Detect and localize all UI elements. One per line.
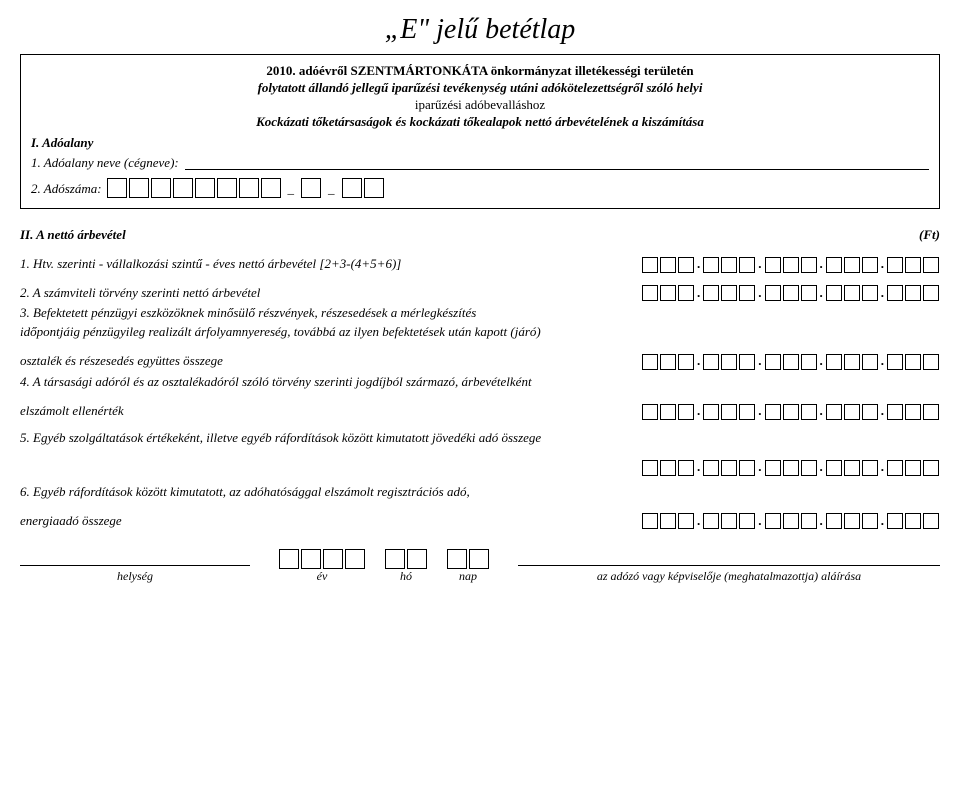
year-label: év <box>278 569 366 585</box>
item-1-row: 1. Htv. szerinti - vállalkozási szintű -… <box>20 256 940 273</box>
tax-number-block-3[interactable] <box>341 178 385 198</box>
signature-label: az adózó vagy képviselője (meghatalmazot… <box>518 569 940 585</box>
item-5-amount[interactable]: .... <box>641 459 940 476</box>
signature-block: az adózó vagy képviselője (meghatalmazot… <box>518 565 940 585</box>
item-3-amount[interactable]: .... <box>641 353 940 370</box>
signature-line[interactable] <box>518 565 940 566</box>
tax-number-label: 2. Adószáma: <box>31 181 102 198</box>
taxpayer-name-input-line[interactable] <box>185 157 929 170</box>
item-3-row: osztalék és részesedés együttes összege … <box>20 353 940 370</box>
item-3-line-b: időpontjáig pénzügyileg realizált árfoly… <box>20 324 940 341</box>
header-line-1: 2010. adóévről SZENTMÁRTONKÁTA önkormány… <box>31 63 929 80</box>
section-1-title: I. Adóalany <box>31 135 929 152</box>
tax-number-block-1[interactable] <box>106 178 282 198</box>
footer-row: helység év hó nap az adózó vagy képvisel… <box>20 549 940 585</box>
tax-number-block-2[interactable] <box>300 178 322 198</box>
dash-1: _ <box>286 181 297 198</box>
year-col: év <box>278 549 366 585</box>
item-1-amount[interactable]: .... <box>641 256 940 273</box>
currency-label: (Ft) <box>919 227 940 244</box>
item-5-line: 5. Egyéb szolgáltatások értékeként, ille… <box>20 430 940 447</box>
item-6-row: energiaadó összege .... <box>20 513 940 530</box>
item-6-amount[interactable]: .... <box>641 513 940 530</box>
day-col: nap <box>446 549 490 585</box>
item-2-amount[interactable]: .... <box>641 285 940 302</box>
year-boxes[interactable] <box>278 549 366 569</box>
item-6-label: energiaadó összege <box>20 513 641 530</box>
date-block: év hó nap <box>278 549 490 585</box>
taxpayer-name-label: 1. Adóalany neve (cégneve): <box>31 155 179 172</box>
month-col: hó <box>384 549 428 585</box>
header-box: 2010. adóévről SZENTMÁRTONKÁTA önkormány… <box>20 54 940 208</box>
header-line-3: iparűzési adóbevalláshoz <box>31 97 929 114</box>
tax-number-row: 2. Adószáma: _ _ <box>31 178 929 198</box>
item-3-label: osztalék és részesedés együttes összege <box>20 353 641 370</box>
item-2-label: 2. A számviteli törvény szerinti nettó á… <box>20 285 641 302</box>
section-2-title: II. A nettó árbevétel <box>20 227 126 244</box>
header-line-4: Kockázati tőketársaságok és kockázati tő… <box>31 114 929 131</box>
taxpayer-name-row: 1. Adóalany neve (cégneve): <box>31 155 929 172</box>
day-boxes[interactable] <box>446 549 490 569</box>
place-block: helység <box>20 565 250 585</box>
item-4-amount[interactable]: .... <box>641 403 940 420</box>
item-1-label: 1. Htv. szerinti - vállalkozási szintű -… <box>20 256 641 273</box>
item-3-line-a: 3. Befektetett pénzügyi eszközöknek minő… <box>20 305 940 322</box>
form-title: „E" jelű betétlap <box>20 12 940 48</box>
item-2-row: 2. A számviteli törvény szerinti nettó á… <box>20 285 940 302</box>
item-5-row: .... <box>20 459 940 476</box>
item-6-line-a: 6. Egyéb ráfordítások között kimutatott,… <box>20 484 940 501</box>
month-boxes[interactable] <box>384 549 428 569</box>
item-4-row: elszámolt ellenérték .... <box>20 403 940 420</box>
item-4-line-a: 4. A társasági adóról és az osztalékadór… <box>20 374 940 391</box>
month-label: hó <box>384 569 428 585</box>
section-2-header: II. A nettó árbevétel (Ft) <box>20 223 940 244</box>
item-4-label: elszámolt ellenérték <box>20 403 641 420</box>
day-label: nap <box>446 569 490 585</box>
dash-2: _ <box>326 181 337 198</box>
place-label: helység <box>20 569 250 585</box>
header-line-2: folytatott állandó jellegű iparűzési tev… <box>31 80 929 97</box>
place-input-line[interactable] <box>20 565 250 566</box>
